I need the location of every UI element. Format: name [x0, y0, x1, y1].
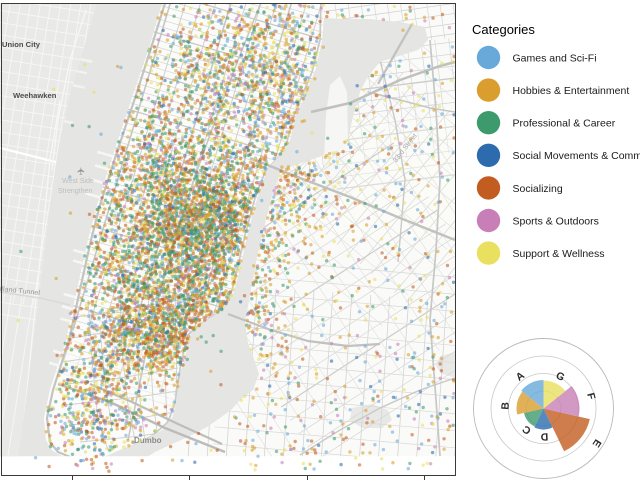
svg-text:Dumbo: Dumbo: [134, 436, 162, 445]
svg-text:Weehawken: Weehawken: [13, 91, 57, 100]
svg-text:✈: ✈: [77, 167, 88, 175]
svg-text:Holland Tunnel: Holland Tunnel: [0, 283, 41, 297]
svg-text:Union City: Union City: [2, 40, 41, 49]
svg-text:West Side: West Side: [62, 178, 94, 185]
svg-text:Strengthen: Strengthen: [58, 188, 92, 195]
